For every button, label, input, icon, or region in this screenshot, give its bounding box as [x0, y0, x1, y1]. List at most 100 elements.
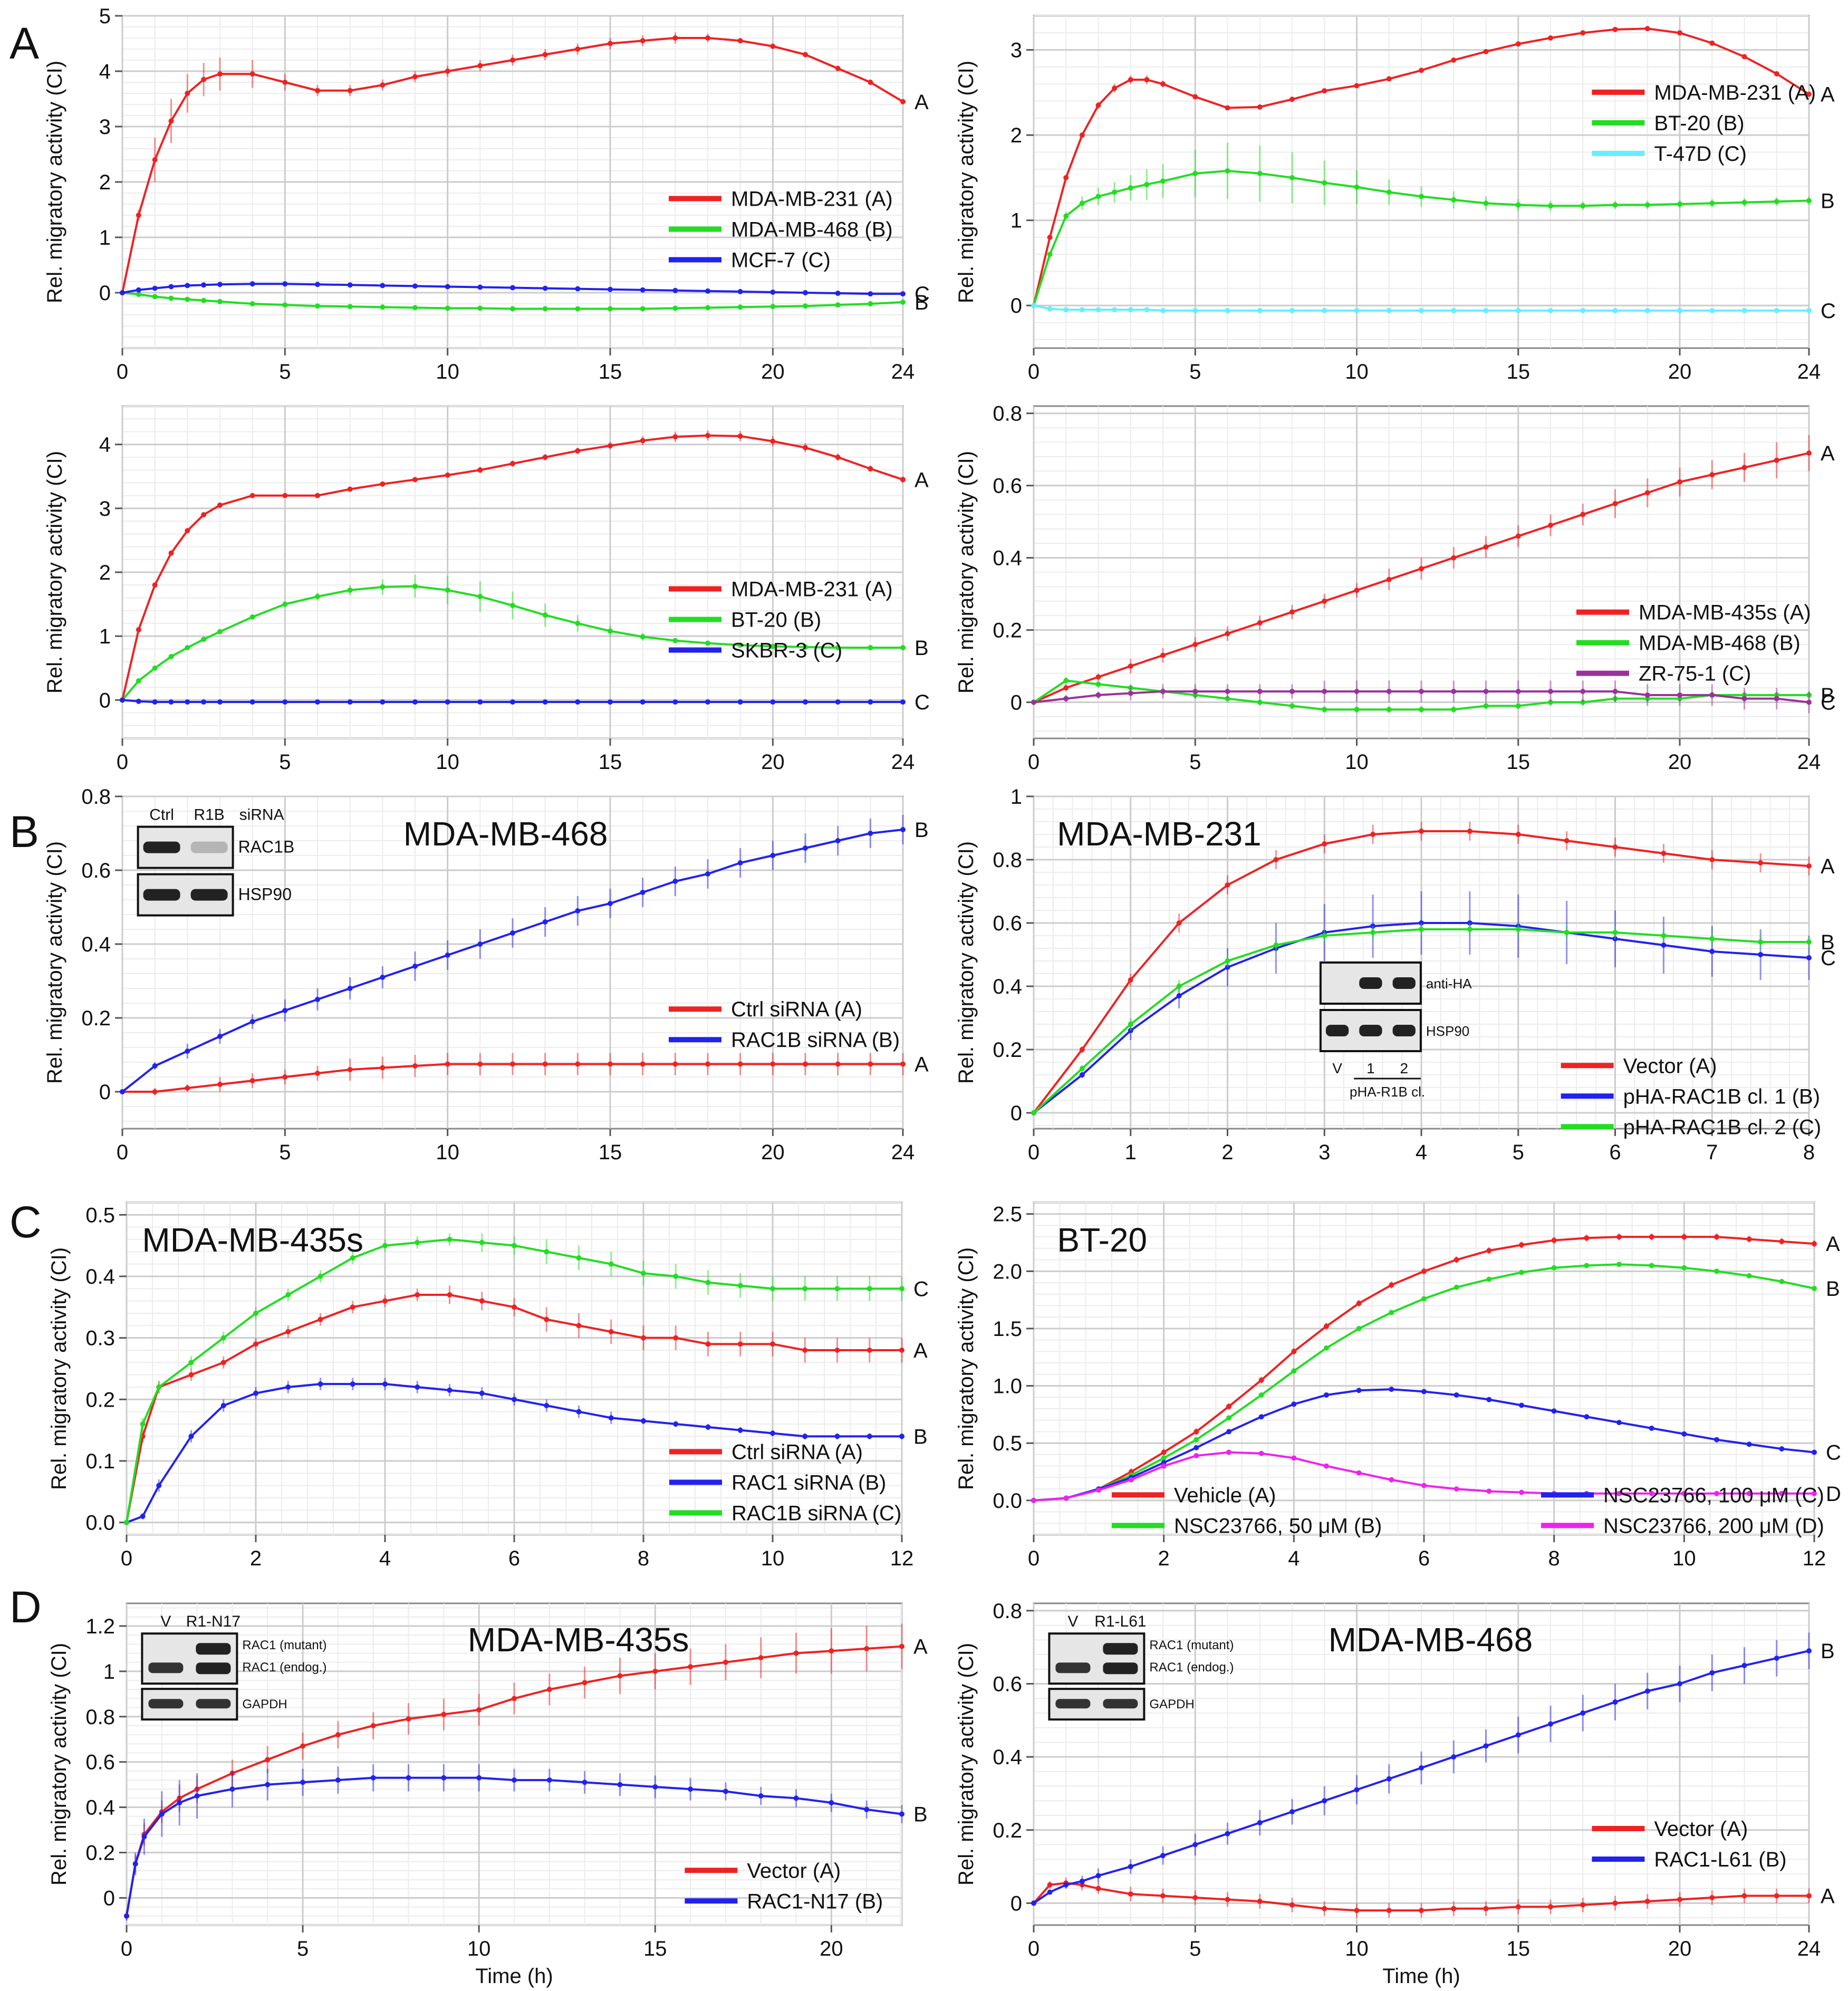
data-point	[542, 285, 548, 291]
data-point	[1709, 1895, 1715, 1901]
data-point	[1616, 1234, 1622, 1240]
series-0	[1031, 435, 1812, 705]
legend-label: SKBR-3 (C)	[731, 639, 842, 662]
data-point	[415, 1384, 420, 1390]
data-point	[1746, 1236, 1752, 1242]
data-point	[1322, 1798, 1327, 1804]
x-tick-label: 4	[379, 1547, 391, 1570]
data-point	[1160, 178, 1166, 184]
data-point	[544, 1249, 550, 1255]
blot-row-label: anti-HA	[1426, 976, 1472, 992]
y-tick-label: 0.4	[993, 975, 1022, 998]
data-point	[229, 1786, 235, 1792]
y-tick-label: 2	[99, 561, 111, 584]
data-point	[217, 1034, 223, 1039]
x-tick-label: 0	[1028, 1937, 1040, 1960]
data-point	[1661, 851, 1667, 856]
series-end-label: A	[1821, 855, 1835, 878]
data-point	[1551, 1265, 1557, 1271]
data-point	[1741, 1662, 1747, 1668]
data-point	[544, 1316, 550, 1322]
data-point	[1386, 576, 1392, 582]
series-0	[120, 32, 906, 295]
data-point	[1644, 692, 1650, 698]
data-point	[1758, 939, 1764, 945]
data-point	[641, 1335, 646, 1341]
data-point	[1714, 1234, 1719, 1240]
data-point	[445, 587, 450, 593]
y-tick-label: 3	[1010, 39, 1022, 62]
data-point	[1354, 307, 1360, 313]
data-point	[834, 1434, 840, 1439]
series-line	[126, 1238, 902, 1523]
data-point	[672, 35, 678, 41]
data-point	[1515, 41, 1521, 47]
blot-band	[190, 889, 228, 901]
data-point	[220, 1360, 226, 1365]
data-point	[406, 1775, 411, 1781]
y-tick-label: 0	[99, 689, 111, 712]
data-point	[1806, 1893, 1812, 1899]
data-point	[220, 1403, 226, 1408]
series-line	[126, 1645, 902, 1917]
data-point	[803, 699, 808, 705]
chart-1: 0 5 10 15 20 24 0 1 2 3 Rel. migratory activity (C…	[955, 15, 1836, 383]
data-point	[1096, 1487, 1102, 1493]
legend-label: RAC1-L61 (B)	[1654, 1848, 1786, 1871]
data-point	[802, 1348, 808, 1353]
data-point	[124, 1519, 129, 1525]
data-point	[758, 1793, 764, 1799]
data-point	[1519, 1489, 1524, 1495]
series-2	[1031, 680, 1812, 714]
x-tick-label: 2	[1158, 1547, 1170, 1570]
data-point	[770, 304, 776, 310]
x-tick-label: 15	[599, 751, 622, 774]
panel-letter-c: C	[9, 1197, 42, 1247]
data-point	[510, 603, 515, 608]
data-point	[217, 629, 223, 634]
data-point	[803, 1061, 808, 1067]
data-point	[1112, 85, 1118, 91]
data-point	[1354, 184, 1360, 190]
data-point	[1225, 307, 1230, 313]
series-end-label: A	[913, 1636, 928, 1659]
data-point	[640, 1061, 646, 1067]
data-point	[217, 502, 223, 508]
data-point	[900, 299, 906, 305]
data-point	[868, 645, 873, 650]
data-point	[1258, 1450, 1264, 1456]
blot-band	[148, 1662, 184, 1673]
data-point	[705, 1341, 711, 1347]
data-point	[1519, 1402, 1524, 1408]
blot-lane-label: V	[160, 1613, 171, 1630]
data-point	[1515, 927, 1521, 932]
data-point	[412, 74, 418, 80]
data-point	[185, 1085, 190, 1091]
data-point	[347, 486, 353, 492]
data-point	[1128, 1891, 1133, 1897]
data-point	[249, 301, 255, 306]
data-point	[201, 699, 207, 705]
data-point	[1356, 1301, 1362, 1306]
y-tick-label: 0.5	[85, 1204, 115, 1227]
data-point	[136, 698, 141, 704]
data-point	[1644, 1688, 1650, 1694]
data-point	[575, 306, 581, 312]
data-point	[1454, 1392, 1459, 1398]
data-point	[1354, 707, 1360, 713]
data-point	[868, 291, 873, 297]
data-point	[1486, 1248, 1492, 1254]
western-blot-inset: anti-HA HSP90 V 1 2 pHA-R1B cl.	[1319, 961, 1472, 1100]
x-tick-label: 0	[117, 360, 128, 383]
data-point	[1806, 91, 1812, 97]
data-point	[152, 665, 158, 671]
legend-label: NSC23766, 100 μM (C)	[1603, 1484, 1824, 1507]
data-point	[1419, 1908, 1424, 1913]
blot-band	[190, 841, 228, 853]
data-point	[512, 1397, 517, 1402]
data-point	[617, 1782, 623, 1787]
data-point	[347, 1067, 353, 1072]
data-point	[608, 1061, 613, 1067]
data-point	[1779, 1278, 1785, 1284]
data-point	[185, 645, 190, 650]
